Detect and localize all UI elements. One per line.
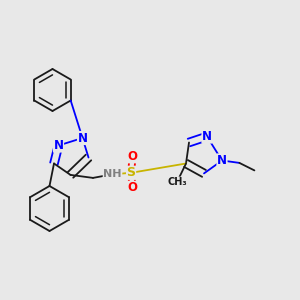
Text: S: S xyxy=(127,166,136,179)
Text: N: N xyxy=(77,131,88,145)
Text: N: N xyxy=(217,154,227,167)
Text: O: O xyxy=(128,150,138,163)
Text: NH: NH xyxy=(103,169,122,179)
Text: CH₃: CH₃ xyxy=(167,177,187,187)
Text: N: N xyxy=(53,139,64,152)
Text: O: O xyxy=(128,181,138,194)
Text: N: N xyxy=(202,130,212,143)
